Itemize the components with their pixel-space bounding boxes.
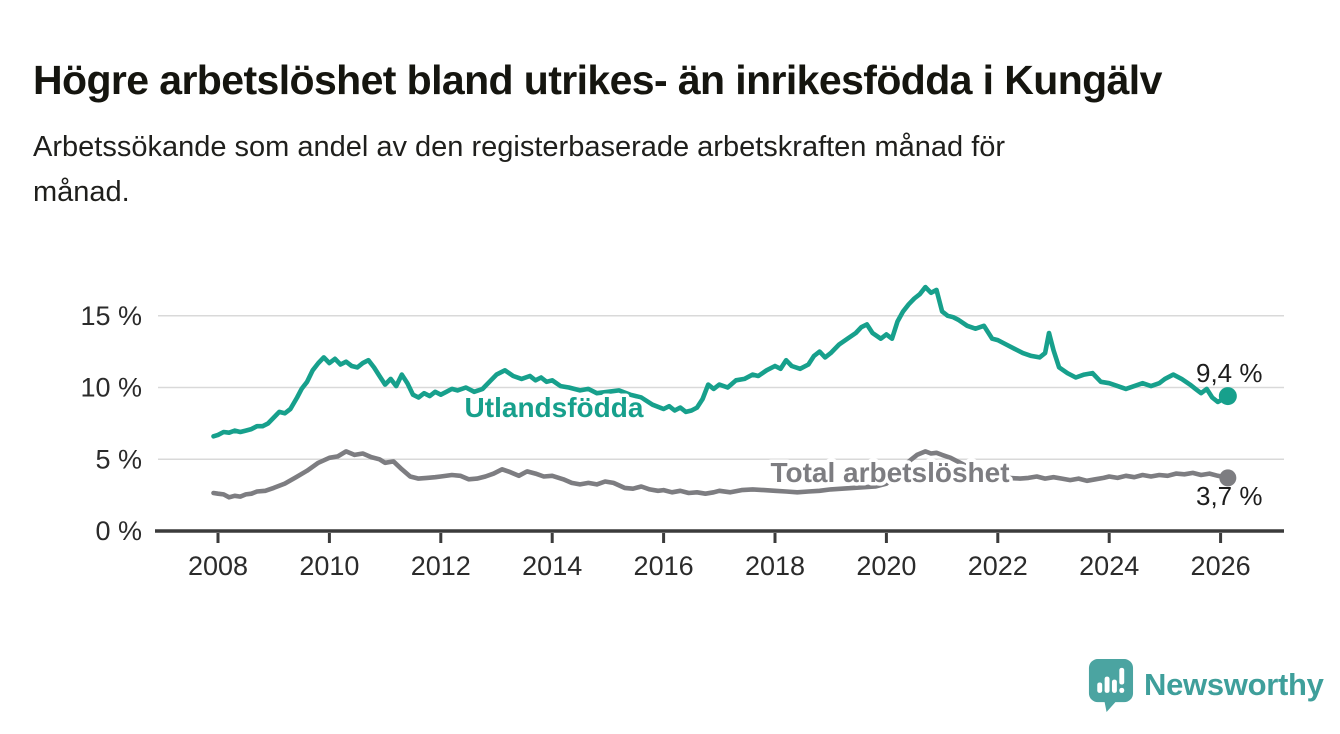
x-tick-label-2012: 2012 — [411, 551, 471, 581]
newsworthy-logo-text: Newsworthy — [1144, 666, 1324, 702]
y-tick-label-15: 15 % — [80, 301, 142, 331]
bar-chart-speech-bubble-icon — [1088, 659, 1134, 712]
newsworthy-logo: Newsworthy — [1086, 656, 1324, 713]
y-tick-label-10: 10 % — [80, 373, 142, 403]
x-tick-label-2010: 2010 — [299, 551, 359, 581]
end-value-label-total: 3,7 % — [1196, 481, 1263, 511]
x-tick-label-2014: 2014 — [522, 551, 582, 581]
chart-area: 0 % 5 % 10 % 15 % 2008 2010 2012 2014 2016 2018 20… — [80, 284, 1284, 581]
series-line-foreign-born — [211, 284, 1231, 439]
y-tick-label-0: 0 % — [95, 516, 142, 546]
chart-subtitle: Arbetssökande som andel av den registerb… — [33, 125, 1005, 215]
end-dot-total — [1219, 469, 1237, 487]
end-dot-foreign-born — [1218, 387, 1237, 406]
unemployment-line-chart: 0 % 5 % 10 % 15 % 2008 2010 2012 2014 2016 2018 20… — [80, 284, 1284, 581]
x-tick-label-2008: 2008 — [188, 551, 248, 581]
series-line-total — [211, 449, 1231, 500]
end-value-label-foreign-born: 9,4 % — [1196, 358, 1263, 388]
x-tick-label-2024: 2024 — [1079, 551, 1139, 581]
subtitle-line-2: månad. — [33, 176, 130, 208]
x-tick-label-2020: 2020 — [856, 551, 916, 581]
x-tick-label-2018: 2018 — [745, 551, 805, 581]
x-tick-label-2026: 2026 — [1191, 551, 1251, 581]
series-label-total: Total arbetslöshet — [770, 457, 1009, 488]
y-tick-label-5: 5 % — [95, 444, 142, 474]
subtitle-line-1: Arbetssökande som andel av den registerb… — [33, 131, 1006, 163]
series-label-foreign-born: Utlandsfödda — [465, 392, 644, 423]
page-title: Högre arbetslöshet bland utrikes- än inr… — [33, 57, 1162, 104]
x-tick-label-2022: 2022 — [968, 551, 1028, 581]
x-tick-label-2016: 2016 — [634, 551, 694, 581]
